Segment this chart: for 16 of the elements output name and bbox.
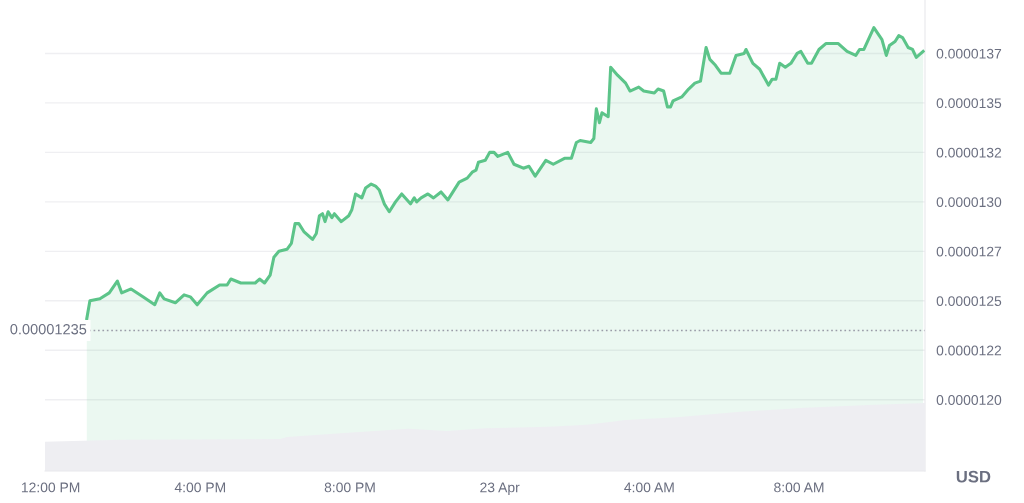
y-tick-label: 0.0000130 xyxy=(936,197,1002,208)
y-tick-label: 0.0000125 xyxy=(936,296,1002,306)
x-tick-label: 23 Apr xyxy=(480,482,520,496)
y-tick-label: 0.0000137 xyxy=(936,48,1002,59)
y-tick-label: 0.0000120 xyxy=(936,395,1002,405)
y-tick-label: 0.0000132 xyxy=(936,147,1002,158)
y-tick-label: 0.0000127 xyxy=(936,246,1002,257)
y-tick-label: 0.0000135 xyxy=(936,98,1002,109)
x-tick-label: 12:00 PM xyxy=(21,482,80,493)
x-tick-label: 8:00 AM xyxy=(774,482,824,493)
ref-line-label: 0.00001235 xyxy=(10,324,87,335)
y-axis-title: USD xyxy=(956,470,991,483)
x-tick-label: 4:00 PM xyxy=(174,482,226,493)
x-tick-label: 4:00 AM xyxy=(624,482,674,493)
x-tick-label: 8:00 PM xyxy=(324,482,375,493)
y-tick-label: 0.0000122 xyxy=(936,345,1002,356)
